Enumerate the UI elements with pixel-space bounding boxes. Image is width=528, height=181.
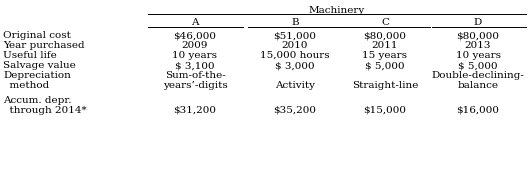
Text: D: D <box>474 18 482 27</box>
Text: Machinery: Machinery <box>308 6 365 15</box>
Text: B: B <box>291 18 299 27</box>
Text: 2011: 2011 <box>372 41 398 50</box>
Text: $51,000: $51,000 <box>274 31 316 40</box>
Text: through 2014*: through 2014* <box>3 106 87 115</box>
Text: A: A <box>191 18 199 27</box>
Text: 2010: 2010 <box>282 41 308 50</box>
Text: method: method <box>3 81 49 90</box>
Text: $ 5,000: $ 5,000 <box>365 61 405 70</box>
Text: Accum. depr.: Accum. depr. <box>3 96 71 105</box>
Text: 10 years: 10 years <box>456 51 501 60</box>
Text: 15 years: 15 years <box>363 51 408 60</box>
Text: years’-digits: years’-digits <box>163 81 228 90</box>
Text: $ 3,100: $ 3,100 <box>175 61 215 70</box>
Text: Activity: Activity <box>275 81 315 90</box>
Text: Salvage value: Salvage value <box>3 61 76 70</box>
Text: Double-declining-: Double-declining- <box>431 71 524 80</box>
Text: $80,000: $80,000 <box>363 31 407 40</box>
Text: Depreciation: Depreciation <box>3 71 71 80</box>
Text: $ 3,000: $ 3,000 <box>275 61 315 70</box>
Text: Straight-line: Straight-line <box>352 81 418 90</box>
Text: C: C <box>381 18 389 27</box>
Text: 10 years: 10 years <box>173 51 218 60</box>
Text: Sum-of-the-: Sum-of-the- <box>165 71 225 80</box>
Text: $31,200: $31,200 <box>174 106 216 115</box>
Text: Useful life: Useful life <box>3 51 56 60</box>
Text: Year purchased: Year purchased <box>3 41 84 50</box>
Text: $16,000: $16,000 <box>457 106 499 115</box>
Text: 2009: 2009 <box>182 41 208 50</box>
Text: balance: balance <box>457 81 498 90</box>
Text: 2013: 2013 <box>465 41 491 50</box>
Text: 15,000 hours: 15,000 hours <box>260 51 330 60</box>
Text: $46,000: $46,000 <box>174 31 216 40</box>
Text: $35,200: $35,200 <box>274 106 316 115</box>
Text: $ 5,000: $ 5,000 <box>458 61 498 70</box>
Text: $80,000: $80,000 <box>457 31 499 40</box>
Text: $15,000: $15,000 <box>363 106 407 115</box>
Text: Original cost: Original cost <box>3 31 71 40</box>
